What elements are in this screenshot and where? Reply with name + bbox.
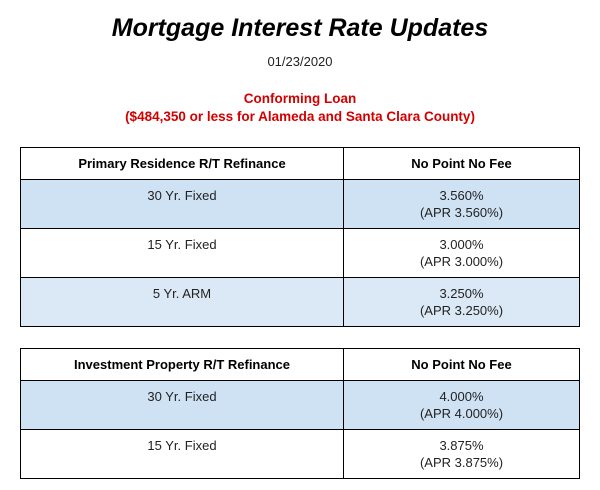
loan-term: 30 Yr. Fixed (20, 179, 344, 229)
rate-cell: 3.250% (APR 3.250%) (343, 277, 580, 327)
loan-type: Conforming Loan (243, 91, 357, 106)
rate-cell: 4.000% (APR 4.000%) (343, 380, 580, 430)
apr: (APR 3.560%) (419, 205, 504, 220)
rate-row: 30 Yr. Fixed 3.560% (APR 3.560%) (20, 179, 580, 229)
rate-cell: 3.875% (APR 3.875%) (343, 429, 580, 479)
header-row: Primary Residence R/T Refinance No Point … (20, 147, 580, 180)
loan-term: 15 Yr. Fixed (20, 228, 344, 278)
rate-table: Investment Property R/T Refinance No Poin… (20, 348, 580, 479)
rate-cell: 3.560% (APR 3.560%) (343, 179, 580, 229)
column-header: No Point No Fee (343, 348, 580, 381)
rate-table: Primary Residence R/T Refinance No Point … (20, 147, 580, 327)
rate-row: 15 Yr. Fixed 3.000% (APR 3.000%) (20, 228, 580, 278)
title: Mortgage Interest Rate Updates (111, 14, 489, 42)
header-row: Investment Property R/T Refinance No Poin… (20, 348, 580, 381)
apr: (APR 3.875%) (419, 455, 504, 470)
column-header: Primary Residence R/T Refinance (20, 147, 344, 180)
loan-term: 5 Yr. ARM (20, 277, 344, 327)
apr: (APR 4.000%) (419, 406, 504, 421)
rate-row: 5 Yr. ARM 3.250% (APR 3.250%) (20, 277, 580, 327)
rate: 3.250% (439, 286, 484, 301)
rate: 3.000% (439, 237, 484, 252)
column-header: No Point No Fee (343, 147, 580, 180)
rate-row: 15 Yr. Fixed 3.875% (APR 3.875%) (20, 429, 580, 479)
loan-term: 15 Yr. Fixed (20, 429, 344, 479)
rate-row: 30 Yr. Fixed 4.000% (APR 4.000%) (20, 380, 580, 430)
rate-cell: 3.000% (APR 3.000%) (343, 228, 580, 278)
loan-note: ($484,350 or less for Alameda and Santa … (125, 109, 475, 124)
rate: 3.875% (439, 438, 484, 453)
column-header: Investment Property R/T Refinance (20, 348, 344, 381)
apr: (APR 3.000%) (419, 254, 504, 269)
rate: 3.560% (439, 188, 484, 203)
loan-term: 30 Yr. Fixed (20, 380, 344, 430)
rate: 4.000% (439, 389, 484, 404)
date: 01/23/2020 (267, 54, 333, 69)
apr: (APR 3.250%) (419, 303, 504, 318)
